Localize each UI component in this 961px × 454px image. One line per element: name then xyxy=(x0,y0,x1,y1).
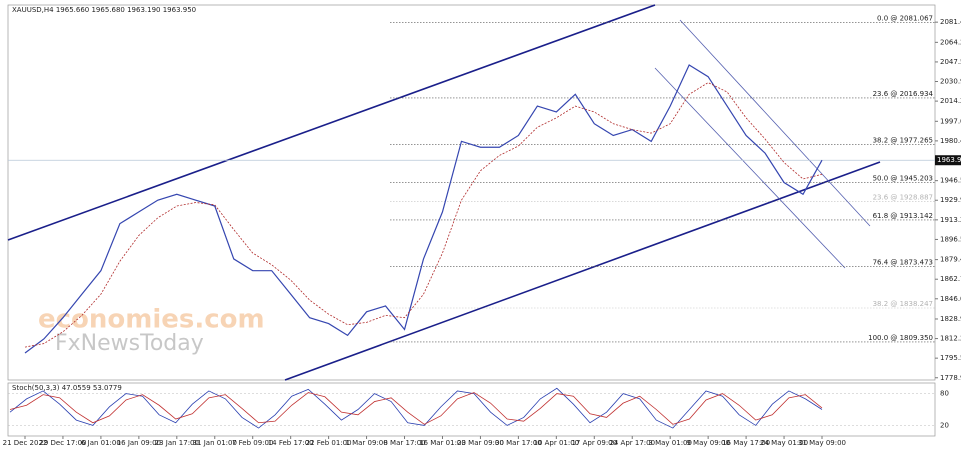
channel-line xyxy=(679,19,871,227)
moving-average xyxy=(24,82,823,348)
y-tick-label: 1913.24 xyxy=(940,216,961,224)
y-tick-label: 1929.91 xyxy=(940,196,961,204)
y-tick-label: 1795.58 xyxy=(940,354,961,362)
stoch-line xyxy=(9,392,823,425)
stoch-tick-label: 20 xyxy=(940,421,949,429)
x-tick-label: 3 May 01:00 xyxy=(648,439,692,447)
channel-line xyxy=(7,4,656,241)
y-tick-label: 2014.24 xyxy=(940,97,961,105)
y-tick-label: 1778.91 xyxy=(940,374,961,382)
y-tick-label: 2064.24 xyxy=(940,38,961,46)
x-tick-label: 16 Jan 09:00 xyxy=(117,439,161,447)
fib-label: 23.6 @ 1928.887 xyxy=(873,193,933,201)
y-tick-label: 1846.08 xyxy=(940,295,961,303)
x-tick-label: 16 Mar 01:00 xyxy=(419,439,466,447)
y-tick-label: 1862.74 xyxy=(940,275,961,283)
x-tick-label: 17 Apr 09:00 xyxy=(571,439,617,447)
y-tick-label: 1896.58 xyxy=(940,235,961,243)
x-tick-label: 6 Jan 01:00 xyxy=(81,439,121,447)
x-tick-label: 16 May 17:00 xyxy=(722,439,770,447)
channel-line xyxy=(654,67,846,269)
price-line xyxy=(24,64,823,354)
current-price-box xyxy=(935,155,961,166)
channel-line xyxy=(284,161,881,381)
x-tick-label: 31 May 09:00 xyxy=(798,439,846,447)
x-tick-label: 14 Feb 17:00 xyxy=(268,439,314,447)
stoch-panel xyxy=(7,382,936,437)
x-tick-label: 23 Jan 17:00 xyxy=(155,439,199,447)
fib-label: 76.4 @ 1873.473 xyxy=(873,259,933,267)
y-tick-label: 2047.57 xyxy=(940,58,961,66)
y-tick-label: 1879.41 xyxy=(940,256,961,264)
x-tick-label: 31 Jan 01:00 xyxy=(193,439,237,447)
stoch-title: Stoch(50,3,3) 47.0559 53.0779 xyxy=(12,384,122,392)
x-tick-label: 24 Apr 17:00 xyxy=(609,439,655,447)
x-tick-label: 30 Mar 17:00 xyxy=(495,439,542,447)
x-tick-label: 24 May 01:00 xyxy=(760,439,808,447)
y-tick-label: 2081.41 xyxy=(940,18,961,26)
y-tick-label: 2030.91 xyxy=(940,78,961,86)
current-price-label: 1963.95 xyxy=(937,156,961,164)
chart-header: XAUUSD,H4 1965.660 1965.680 1963.190 196… xyxy=(12,6,196,14)
y-tick-label: 1980.41 xyxy=(940,137,961,145)
x-tick-label: 23 Mar 09:00 xyxy=(457,439,504,447)
stoch-tick-label: 80 xyxy=(940,390,949,398)
x-tick-label: 22 Feb 01:00 xyxy=(306,439,352,447)
x-tick-label: 10 Apr 01:00 xyxy=(534,439,580,447)
y-tick-label: 1946.57 xyxy=(940,177,961,185)
stoch-line xyxy=(9,387,823,429)
y-tick-label: 1828.91 xyxy=(940,315,961,323)
fib-label: 23.6 @ 2016.934 xyxy=(873,90,934,98)
x-tick-label: 21 Dec 2022 xyxy=(3,439,48,447)
watermark: FxNewsToday xyxy=(55,331,204,356)
y-tick-label: 1997.07 xyxy=(940,117,961,125)
x-tick-label: 1 Mar 09:00 xyxy=(345,439,387,447)
fib-label: 38.2 @ 1838.247 xyxy=(873,300,933,308)
fib-label: 0.0 @ 2081.067 xyxy=(877,15,933,23)
fib-label: 38.2 @ 1977.265 xyxy=(873,137,933,145)
fib-label: 100.0 @ 1809.350 xyxy=(868,334,933,342)
fib-label: 50.0 @ 1945.203 xyxy=(873,174,933,182)
price-panel xyxy=(7,4,936,381)
watermark: economies.com xyxy=(38,305,265,335)
fib-label: 61.8 @ 1913.142 xyxy=(873,212,933,220)
y-tick-label: 1812.24 xyxy=(940,335,961,343)
x-tick-label: 7 Feb 09:00 xyxy=(232,439,273,447)
x-tick-label: 9 May 09:00 xyxy=(686,439,730,447)
x-tick-label: 8 Mar 17:00 xyxy=(383,439,425,447)
x-tick-label: 29 Dec 17:00 xyxy=(39,439,86,447)
